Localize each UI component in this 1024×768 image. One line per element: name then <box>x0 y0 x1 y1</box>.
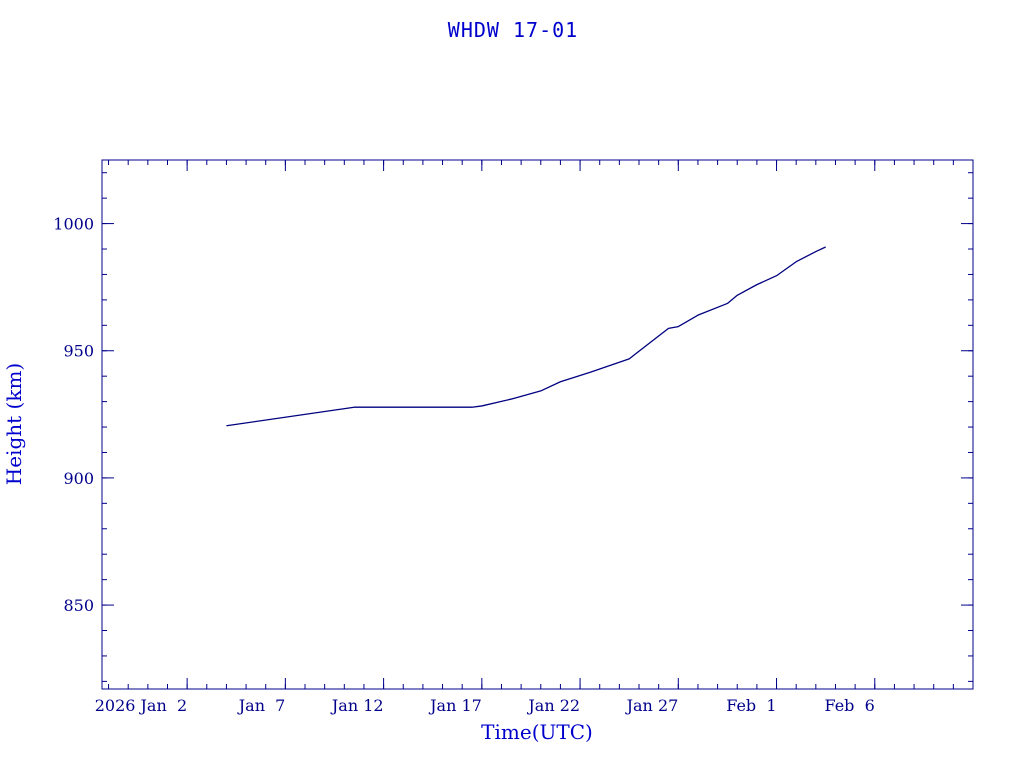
x-tick-label: Jan 22 <box>526 696 580 715</box>
y-tick-label: 900 <box>63 469 94 488</box>
x-tick-label: 2026 Jan 2 <box>95 696 187 715</box>
x-tick-label: Feb 6 <box>824 696 874 715</box>
y-tick-label: 850 <box>63 596 94 615</box>
x-tick-label: Jan 7 <box>237 696 286 715</box>
x-tick-label: Jan 12 <box>330 696 384 715</box>
series-group <box>226 246 826 427</box>
y-minor-ticks <box>102 172 973 682</box>
y-major-ticks <box>102 223 973 606</box>
x-axis-label: Time(UTC) <box>481 720 593 744</box>
y-tick-labels: 850 900 950 1000 <box>53 215 94 615</box>
x-major-ticks <box>186 160 876 689</box>
height-series-line <box>226 246 826 427</box>
y-tick-label: 1000 <box>53 215 94 234</box>
plot-frame <box>101 159 974 690</box>
x-tick-label: Jan 17 <box>428 696 482 715</box>
x-tick-label: Feb 1 <box>726 696 776 715</box>
y-axis-label: Height (km) <box>2 363 26 485</box>
x-tick-label: Jan 27 <box>625 696 679 715</box>
chart-title: WHDW 17-01 <box>448 18 578 42</box>
y-tick-label: 950 <box>63 342 94 361</box>
x-tick-labels: 2026 Jan 2 Jan 7 Jan 12 Jan 17 Jan 22 Jan 27 F… <box>95 696 875 715</box>
